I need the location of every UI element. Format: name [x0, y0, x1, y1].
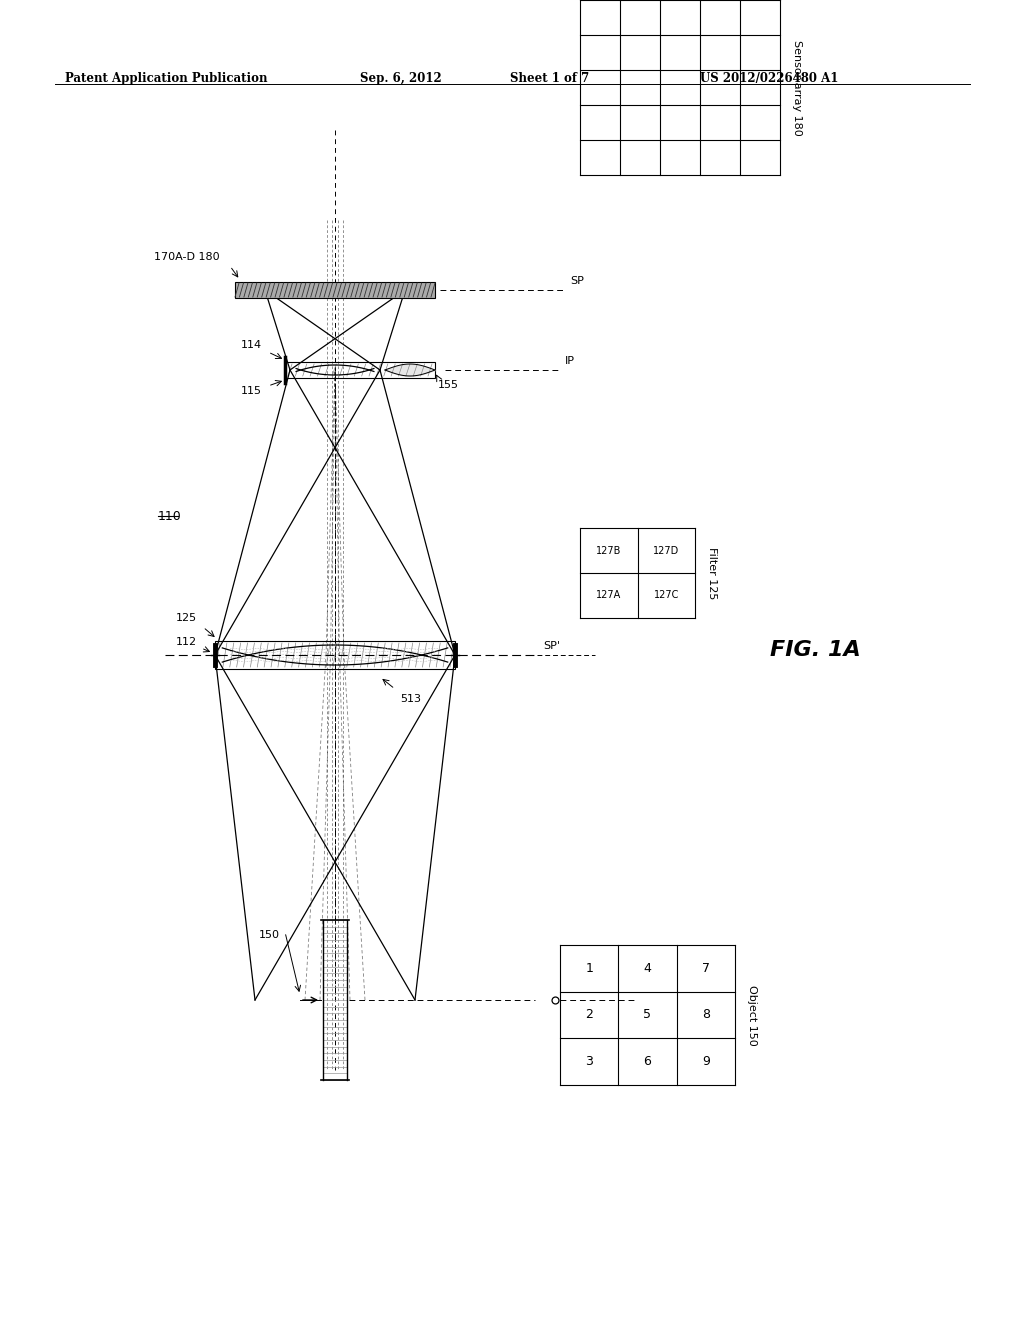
Bar: [215, 642, 455, 669]
Text: 4: 4: [643, 962, 651, 975]
Text: 150: 150: [259, 931, 280, 940]
Text: SP: SP: [570, 276, 584, 286]
Text: 3: 3: [586, 1055, 593, 1068]
Text: 170A-D 180: 170A-D 180: [155, 252, 220, 261]
Text: 112: 112: [176, 638, 197, 647]
Text: 513: 513: [400, 694, 421, 704]
Text: 1: 1: [586, 962, 593, 975]
Text: SP': SP': [543, 642, 560, 651]
Text: 125: 125: [176, 612, 197, 623]
Text: 115: 115: [241, 385, 262, 396]
Text: 114: 114: [241, 341, 262, 350]
Text: 9: 9: [701, 1055, 710, 1068]
Text: 127C: 127C: [653, 590, 679, 601]
Text: 8: 8: [701, 1008, 710, 1022]
Bar: [234, 282, 435, 298]
Text: 155: 155: [438, 380, 459, 389]
Bar: [285, 362, 435, 378]
Text: US 2012/0226480 A1: US 2012/0226480 A1: [700, 73, 839, 84]
Text: IP: IP: [565, 356, 575, 366]
Text: Sep. 6, 2012: Sep. 6, 2012: [360, 73, 441, 84]
Text: 127A: 127A: [596, 590, 622, 601]
Text: 7: 7: [701, 962, 710, 975]
Text: 110: 110: [158, 510, 181, 523]
Text: Sensor array 180: Sensor array 180: [792, 40, 802, 136]
Text: Patent Application Publication: Patent Application Publication: [65, 73, 267, 84]
Text: 6: 6: [643, 1055, 651, 1068]
Text: FIG. 1A: FIG. 1A: [770, 640, 860, 660]
Text: Object 150: Object 150: [746, 985, 757, 1045]
Text: 5: 5: [643, 1008, 651, 1022]
Text: 2: 2: [586, 1008, 593, 1022]
Text: 127D: 127D: [653, 545, 679, 556]
Text: 127B: 127B: [596, 545, 622, 556]
Text: Filter 125: Filter 125: [707, 546, 717, 599]
Text: Sheet 1 of 7: Sheet 1 of 7: [510, 73, 589, 84]
